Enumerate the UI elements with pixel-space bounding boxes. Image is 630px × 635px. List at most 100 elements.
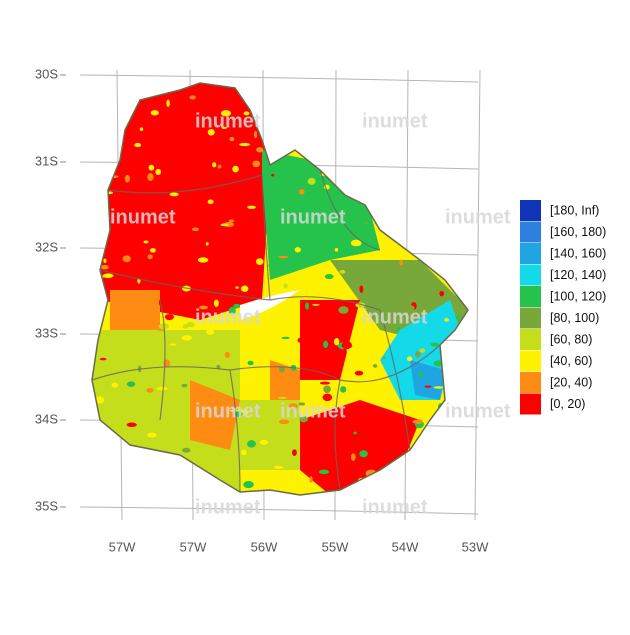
value-speck [452, 449, 464, 456]
value-speck [297, 337, 304, 343]
value-speck [407, 93, 418, 98]
value-speck [164, 313, 174, 321]
value-speck [148, 164, 155, 171]
value-speck [228, 306, 236, 315]
watermark: inumet [195, 306, 261, 328]
value-speck [155, 168, 162, 175]
value-speck [460, 260, 468, 268]
value-speck [317, 83, 328, 86]
value-speck [333, 338, 340, 346]
value-speck [342, 490, 346, 494]
value-speck [95, 396, 104, 404]
legend-label: [180, Inf) [550, 203, 599, 217]
value-speck [206, 329, 215, 335]
x-tick-label: 54W [392, 539, 419, 554]
x-tick-label: 55W [322, 539, 349, 554]
value-speck [102, 153, 112, 161]
value-speck [124, 174, 131, 183]
y-tick-label: 31S [35, 153, 58, 168]
legend-label: [100, 120) [550, 289, 606, 303]
value-speck [387, 447, 397, 450]
value-speck [413, 158, 419, 162]
legend-label: [20, 40) [550, 375, 592, 389]
value-speck [309, 476, 313, 483]
value-speck [186, 322, 195, 328]
value-speck [414, 431, 419, 437]
value-speck [339, 269, 346, 274]
value-speck [321, 354, 332, 357]
value-speck [397, 99, 406, 105]
value-speck [340, 386, 347, 393]
value-speck [366, 219, 373, 223]
value-speck [368, 479, 373, 483]
value-region [410, 360, 445, 400]
value-speck [350, 239, 362, 247]
value-speck [247, 205, 256, 209]
value-speck [111, 382, 119, 388]
legend: [180, Inf) [160, 180) [140, 160) [120, 140)… [520, 200, 606, 415]
legend-label: [40, 60) [550, 354, 592, 368]
value-speck [396, 326, 401, 331]
value-speck [103, 258, 107, 264]
value-speck [268, 262, 278, 269]
value-speck [134, 142, 142, 148]
value-speck [207, 199, 214, 205]
value-speck [240, 285, 249, 292]
value-speck [207, 129, 215, 136]
value-speck [415, 419, 423, 425]
value-speck [288, 403, 298, 410]
value-speck [364, 446, 370, 452]
value-speck [348, 177, 354, 183]
value-speck [298, 402, 306, 406]
value-speck [305, 302, 309, 310]
value-speck [213, 299, 219, 308]
value-speck [223, 304, 231, 307]
value-speck [436, 415, 445, 423]
value-speck [309, 152, 319, 156]
value-speck [356, 316, 367, 321]
value-speck [460, 276, 468, 284]
legend-swatch [520, 221, 541, 243]
y-tick-label: 30S [35, 66, 58, 81]
value-speck [92, 494, 99, 495]
legend-swatch [520, 200, 541, 221]
value-speck [451, 456, 459, 463]
value-speck [256, 147, 264, 153]
legend-label: [160, 180) [550, 225, 606, 239]
watermark: inumet [280, 206, 346, 228]
watermark: inumet [445, 400, 511, 422]
value-speck [445, 102, 450, 107]
value-speck [323, 340, 329, 349]
value-speck [182, 447, 191, 453]
department-borders [91, 169, 441, 493]
value-speck [229, 137, 235, 142]
value-speck [122, 255, 131, 263]
value-speck [443, 373, 454, 381]
legend-label: [140, 160) [550, 246, 606, 260]
y-tick-label: 33S [35, 325, 58, 340]
value-speck [217, 368, 225, 377]
uruguay-map [92, 83, 468, 495]
value-speck [239, 142, 251, 147]
value-speck [247, 360, 254, 366]
value-speck [319, 381, 331, 385]
axis-labels: 30S 31S 32S 33S 34S 35S 57W 57W 56W 55W 54W 53W [35, 66, 489, 554]
watermark: inumet [110, 206, 176, 228]
value-speck [323, 385, 331, 394]
value-speck [298, 189, 305, 195]
value-speck [341, 341, 353, 350]
value-speck [444, 318, 449, 322]
value-speck [146, 387, 154, 393]
value-speck [92, 463, 93, 470]
watermark: inumet [195, 110, 261, 132]
legend-swatch [520, 286, 541, 307]
legend-label: [0, 20) [550, 397, 585, 411]
value-speck [436, 161, 442, 167]
value-speck [278, 396, 288, 400]
legend-label: [60, 80) [550, 332, 592, 346]
value-speck [448, 479, 453, 483]
watermarks: inumet inumet inumet inumet inumet inumet inum… [110, 110, 511, 518]
value-speck [217, 164, 222, 169]
value-speck [372, 364, 378, 368]
